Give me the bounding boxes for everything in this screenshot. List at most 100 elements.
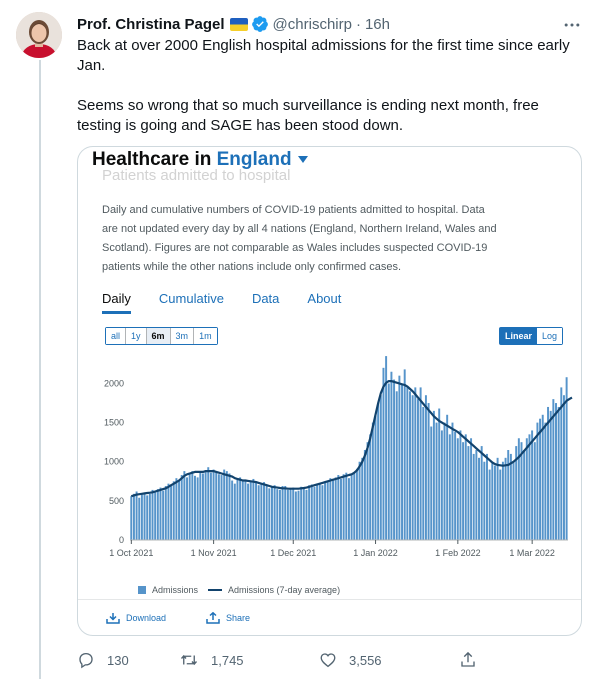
tab-about[interactable]: About (307, 291, 342, 306)
admissions-bar (369, 434, 372, 540)
card-footer: Download Share (78, 599, 581, 635)
admissions-bar (416, 399, 419, 540)
region-selector[interactable]: England (216, 149, 292, 170)
admissions-bar (201, 473, 204, 540)
admissions-bar (231, 480, 234, 540)
tab-cumulative[interactable]: Cumulative (158, 291, 224, 306)
admissions-bar (419, 387, 422, 540)
admissions-bar (239, 477, 242, 540)
reply-button[interactable]: 130 (77, 651, 179, 669)
ghost-heading: Patients admitted to hospital (102, 167, 291, 184)
x-tick-label: 1 Oct 2021 (109, 548, 153, 558)
admissions-bar (313, 486, 316, 540)
admissions-bar (541, 414, 544, 540)
author-name[interactable]: Prof. Christina Pagel (77, 15, 225, 33)
admissions-bar (562, 395, 565, 540)
range-3m-button[interactable]: 3m (170, 328, 195, 344)
admissions-bar (217, 474, 220, 540)
admissions-bar (363, 450, 366, 540)
admissions-bar (366, 442, 369, 540)
admissions-bar (509, 453, 512, 540)
scale-linear-button[interactable]: Linear (499, 328, 537, 344)
like-button[interactable]: 3,556 (319, 651, 459, 669)
admissions-bar (265, 486, 268, 540)
admissions-bar (345, 472, 348, 540)
retweet-icon (180, 654, 198, 666)
legend-bar-swatch (138, 586, 146, 594)
retweet-button[interactable]: 1,745 (179, 651, 319, 669)
admissions-bar (507, 450, 510, 540)
download-button[interactable]: Download (106, 612, 166, 624)
admissions-bar (539, 418, 542, 540)
scale-selector: Linear Log (498, 327, 563, 345)
admissions-bar (178, 480, 181, 540)
chart-tabs: Daily Cumulative Data About (102, 291, 369, 314)
admissions-bar (440, 430, 443, 540)
admissions-bar (151, 489, 154, 540)
share-tweet-button[interactable] (459, 651, 489, 669)
embedded-dashboard-card[interactable]: Patients admitted to hospital Healthcare… (77, 146, 582, 636)
legend-line-swatch (208, 589, 223, 591)
chevron-down-icon[interactable] (297, 156, 308, 164)
admissions-chart[interactable]: 0 500 1000 1500 2000 1 Oct 2021 1 Nov 2021 1 De… (78, 352, 582, 577)
admissions-bar (435, 422, 438, 540)
range-all-button[interactable]: all (106, 328, 127, 344)
admissions-bar (302, 488, 305, 540)
admissions-bar (371, 422, 374, 540)
tweet-actions: 130 1,745 3,556 (77, 648, 497, 672)
download-label: Download (126, 612, 167, 623)
y-tick-label: 1000 (104, 457, 124, 467)
admissions-bar (393, 379, 396, 540)
range-6m-button[interactable]: 6m (146, 328, 171, 344)
admissions-bar (276, 489, 279, 540)
author-handle[interactable]: @chrischirp (272, 15, 352, 33)
admissions-bar (204, 471, 207, 540)
admissions-bar (454, 432, 457, 540)
more-options-icon[interactable] (562, 15, 582, 35)
tab-daily[interactable]: Daily (102, 291, 131, 314)
admissions-bar (281, 486, 284, 540)
scale-log-button[interactable]: Log (536, 328, 562, 344)
share-button[interactable]: Share (206, 611, 250, 624)
admissions-bar (462, 442, 465, 540)
admissions-bar (422, 406, 425, 540)
admissions-bar (459, 430, 462, 540)
admissions-bar (241, 479, 244, 540)
admissions-bar (358, 461, 361, 540)
admissions-bar (350, 475, 353, 540)
avatar[interactable] (16, 12, 62, 58)
admissions-bar (310, 484, 313, 540)
admissions-bar (228, 473, 231, 540)
admissions-bar (278, 489, 281, 540)
admissions-bar (247, 483, 250, 540)
admissions-bar (565, 377, 568, 540)
admissions-bar (326, 480, 329, 540)
reply-icon (79, 652, 93, 669)
range-1y-button[interactable]: 1y (126, 328, 147, 344)
tab-data[interactable]: Data (251, 291, 280, 306)
admissions-bar (164, 486, 167, 540)
admissions-bar (496, 457, 499, 540)
admissions-bar (334, 477, 337, 540)
admissions-bar (156, 489, 159, 540)
admissions-bar (273, 485, 276, 540)
seven-day-average-line (130, 380, 573, 498)
tweet-time[interactable]: 16h (364, 15, 390, 33)
admissions-bar (172, 481, 175, 540)
admissions-bar (555, 403, 557, 540)
admissions-bar (456, 438, 459, 540)
admissions-bar (430, 426, 433, 540)
admissions-bar (488, 469, 491, 540)
x-tick-label: 1 Nov 2021 (191, 548, 237, 558)
admissions-bar (443, 422, 446, 540)
title-prefix: Healthcare in (92, 149, 212, 170)
admissions-bar (475, 450, 478, 540)
admissions-bar (196, 477, 199, 540)
admissions-bar (547, 406, 550, 540)
admissions-bar (146, 495, 149, 540)
admissions-bar (501, 461, 504, 540)
range-1m-button[interactable]: 1m (194, 328, 217, 344)
y-tick-label: 2000 (104, 378, 124, 388)
admissions-bar (406, 387, 409, 540)
admissions-bar (533, 442, 536, 540)
